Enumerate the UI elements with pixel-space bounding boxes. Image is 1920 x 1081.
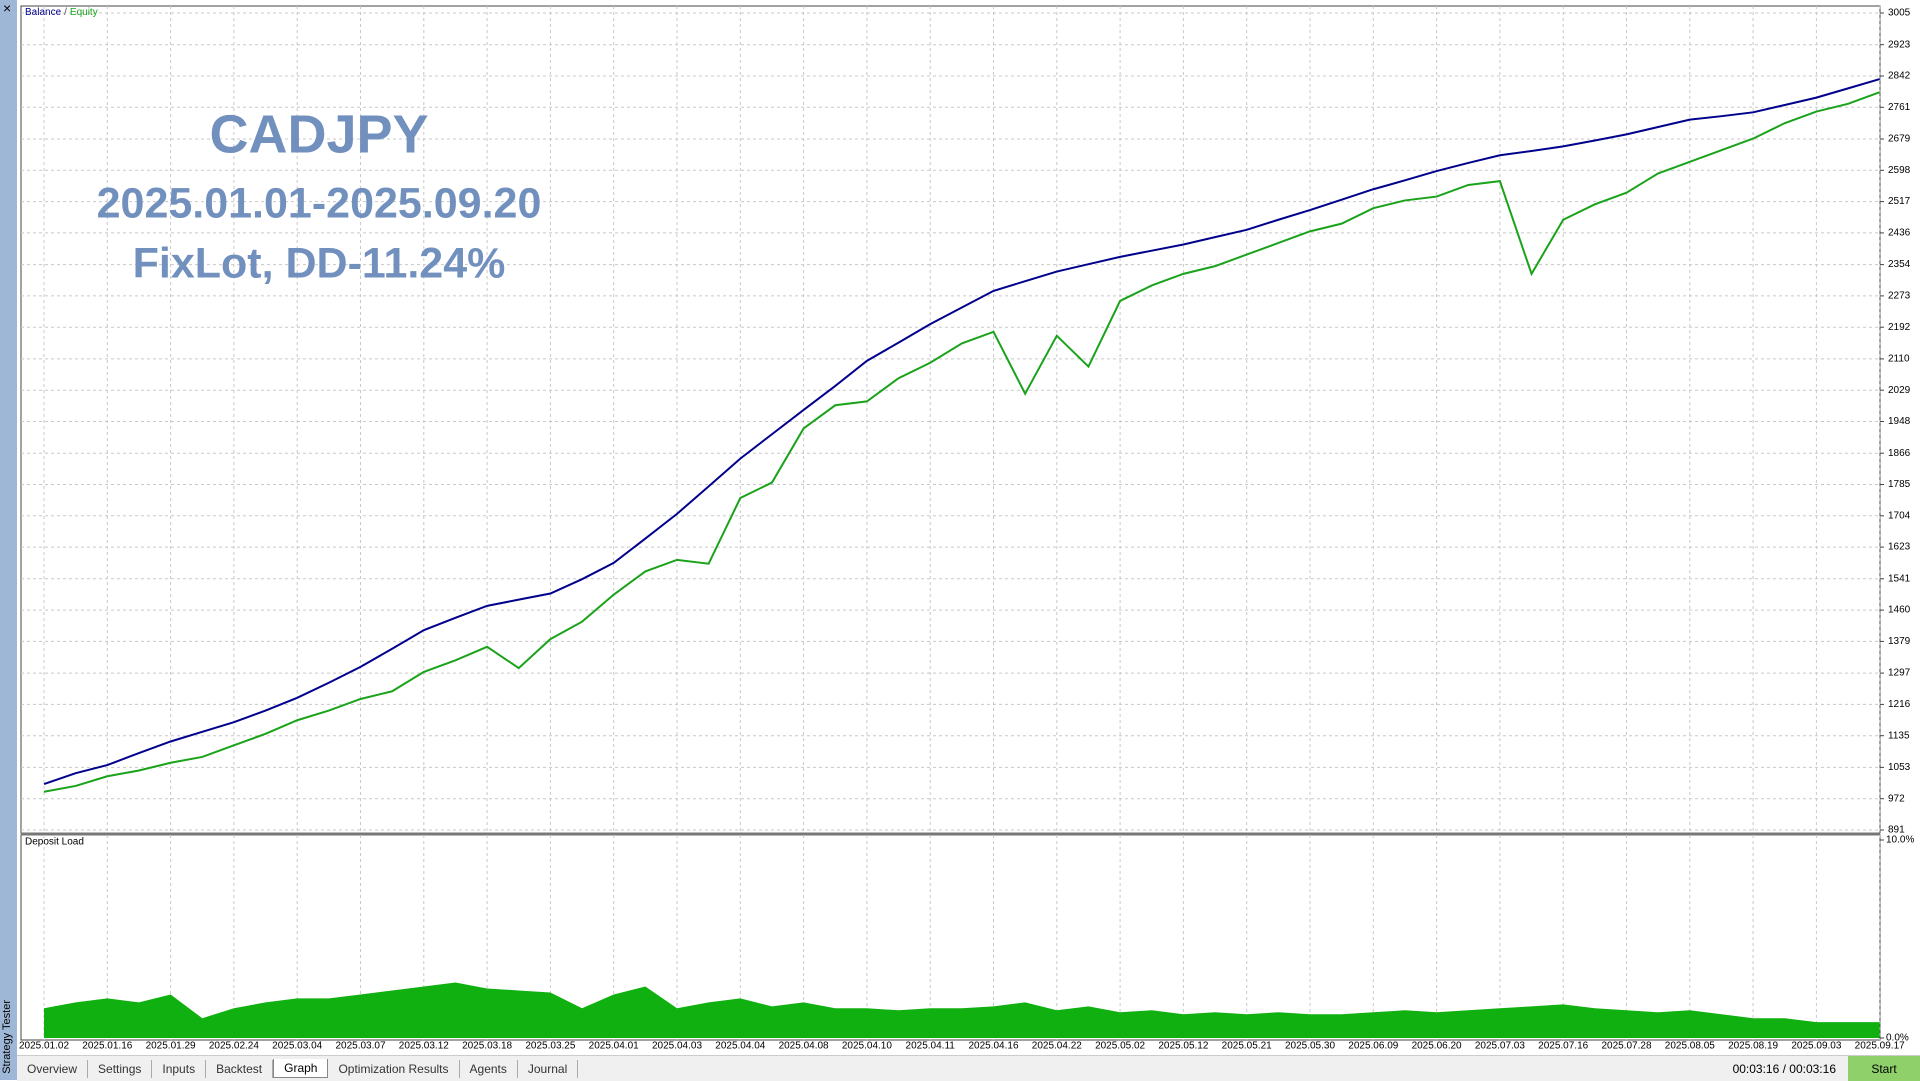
x-tick-label: 2025.08.19 [1728,1041,1778,1052]
y-tick-label: 1460 [1888,605,1911,616]
annotation: FixLot, DD-11.24% [133,239,506,287]
tab[interactable]: Graph [273,1059,329,1078]
x-tick-label: 2025.04.01 [589,1041,639,1052]
x-tick-label: 2025.05.30 [1285,1041,1335,1052]
y-tick-label: 1135 [1888,730,1910,741]
x-tick-label: 2025.05.02 [1095,1041,1145,1052]
x-tick-label: 2025.07.16 [1538,1041,1588,1052]
annotation: CADJPY [209,104,428,164]
x-tick-label: 2025.04.10 [842,1041,892,1052]
close-button[interactable]: × [3,0,12,16]
x-tick-label: 2025.02.24 [209,1041,259,1052]
y-tick-label: 2598 [1888,165,1911,176]
y-tick-label: 2517 [1888,196,1911,207]
y-tick-label: 2354 [1888,259,1911,270]
tab[interactable]: Backtest [206,1059,274,1078]
x-tick-label: 2025.04.16 [968,1041,1018,1052]
tab[interactable]: Overview [17,1059,89,1078]
y-tick-label: 1948 [1888,416,1911,427]
x-tick-label: 2025.01.02 [19,1041,69,1052]
tab[interactable]: Agents [460,1059,518,1078]
x-tick-label: 2025.03.25 [525,1041,575,1052]
elapsed-time: 00:03:16 / 00:03:16 [1732,1061,1836,1076]
x-tick-label: 2025.07.03 [1475,1041,1525,1052]
start-button[interactable]: Start [1848,1056,1920,1081]
y-tick-label: 891 [1888,825,1905,836]
y-tick-label: 1785 [1888,479,1911,490]
legend: Balance / Equity [25,7,98,18]
x-tick-label: 2025.01.29 [146,1041,196,1052]
legend-entry: Equity [70,7,98,18]
y-tick-label: 2436 [1888,228,1911,239]
x-tick-label: 2025.04.22 [1032,1041,1082,1052]
tab-bar: Overview Settings Inputs Backtest Graph Optim… [17,1055,1920,1081]
y-tick-label: 2842 [1888,71,1911,82]
legend-entry: Balance [25,7,62,18]
y-tick-label: 1866 [1888,448,1911,459]
y-tick-label: 3005 [1888,8,1911,19]
x-tick-label: 2025.01.16 [82,1041,132,1052]
x-tick-label: 2025.07.28 [1601,1041,1651,1052]
x-tick-label: 2025.04.03 [652,1041,702,1052]
y-tick-label: 2029 [1888,385,1911,396]
tab[interactable]: Optimization Results [328,1059,460,1078]
x-tick-label: 2025.04.11 [906,1041,956,1052]
x-tick-label: 2025.06.20 [1412,1041,1462,1052]
y-tick-label: 0.0% [1886,1033,1909,1044]
series-line [43,91,1881,793]
x-tick-label: 2025.04.04 [715,1041,765,1052]
y-tick-label: 1297 [1888,668,1911,679]
x-tick-label: 2025.09.03 [1791,1041,1841,1052]
tab[interactable]: Inputs [152,1059,207,1078]
y-tick-label: 2761 [1888,102,1911,113]
x-tick-label: 2025.03.04 [272,1041,322,1052]
tab[interactable]: Journal [518,1059,579,1078]
y-tick-label: 10.0% [1886,835,1914,846]
legend-separator: / [64,7,67,18]
x-tick-label: 2025.03.07 [335,1041,385,1052]
tab[interactable]: Settings [88,1059,153,1078]
y-tick-label: 2923 [1888,39,1911,50]
sidebar: × Strategy Tester [0,0,17,1080]
chart: 2025.01.02 2025.01.16 2025.01.29 2025.02.24… [19,5,1914,1052]
y-tick-label: 972 [1888,793,1905,804]
x-tick-label: 2025.05.21 [1222,1041,1272,1052]
x-tick-label: 2025.05.12 [1158,1041,1208,1052]
x-tick-label: 2025.04.08 [779,1041,829,1052]
y-tick-label: 1053 [1888,762,1911,773]
y-tick-label: 1623 [1888,542,1911,553]
x-tick-label: 2025.03.18 [462,1041,512,1052]
sidebar-title: Strategy Tester [1,1000,13,1074]
x-tick-label: 2025.03.12 [399,1041,449,1052]
plot-frame [20,5,1881,834]
y-tick-label: 1541 [1888,573,1911,584]
x-tick-label: 2025.09.17 [1855,1041,1905,1052]
y-tick-label: 2679 [1888,134,1911,145]
series-line [43,78,1880,785]
x-tick-label: 2025.06.09 [1348,1041,1398,1052]
y-tick-label: 2273 [1888,291,1911,302]
annotation: 2025.01.01-2025.09.20 [97,179,542,227]
panel-title: Deposit Load [25,837,84,848]
y-tick-label: 1216 [1888,699,1911,710]
deposit-area [44,982,1880,1038]
y-tick-label: 2110 [1888,354,1910,365]
y-tick-label: 1704 [1888,510,1911,521]
x-tick-label: 2025.08.05 [1665,1041,1715,1052]
y-tick-label: 2192 [1888,322,1911,333]
y-tick-label: 1379 [1888,636,1911,647]
